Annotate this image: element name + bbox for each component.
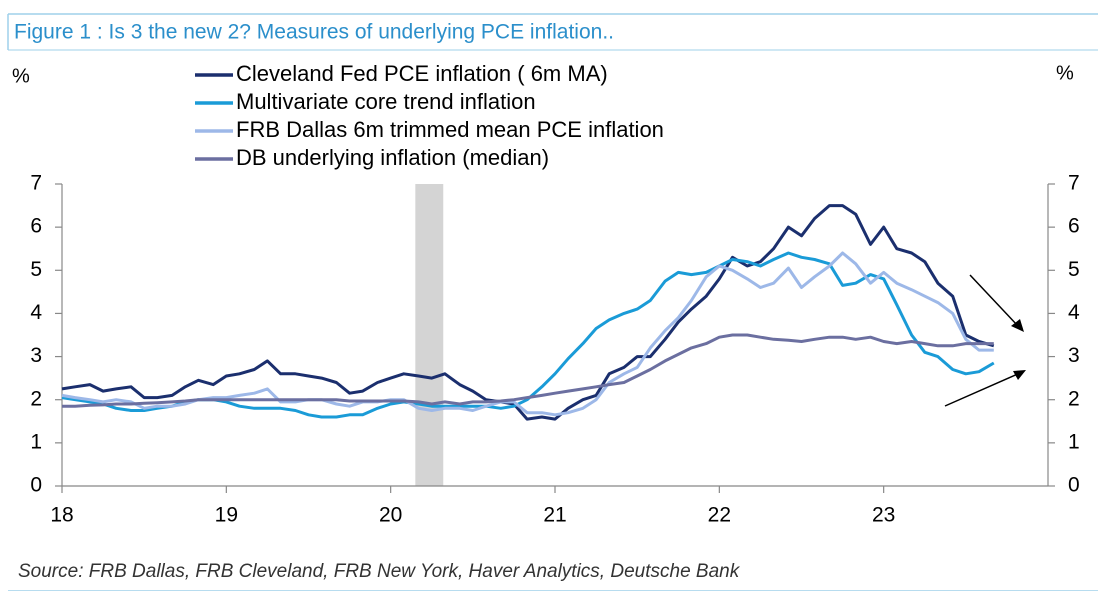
series-line xyxy=(61,204,995,421)
series-line xyxy=(62,333,994,408)
x-tick-label: 21 xyxy=(543,504,566,527)
x-tick-label: 19 xyxy=(215,504,238,527)
x-tick-label: 20 xyxy=(379,504,402,527)
y2-tick-label: 3 xyxy=(1068,344,1080,367)
y-tick-label: 5 xyxy=(30,258,42,281)
legend-label: FRB Dallas 6m trimmed mean PCE inflation xyxy=(236,117,664,142)
y2-axis-label: % xyxy=(1056,62,1074,84)
y2-tick-label: 6 xyxy=(1068,215,1080,238)
arrow-head xyxy=(1011,319,1024,332)
arrow-down xyxy=(969,274,1019,327)
y2-tick-label: 5 xyxy=(1068,258,1080,281)
recession-band xyxy=(415,184,444,486)
y-tick-label: 0 xyxy=(30,474,42,497)
x-tick-label: 18 xyxy=(50,504,73,527)
y2-tick-label: 4 xyxy=(1068,301,1080,324)
series-line xyxy=(61,251,994,417)
legend-label: Multivariate core trend inflation xyxy=(236,89,536,114)
y-axis-label: % xyxy=(12,65,30,87)
y-tick-label: 4 xyxy=(30,301,42,324)
y2-tick-label: 1 xyxy=(1068,430,1080,453)
x-tick-label: 23 xyxy=(872,504,895,527)
y-tick-label: 2 xyxy=(30,387,42,410)
source-note: Source: FRB Dallas, FRB Cleveland, FRB N… xyxy=(18,561,741,582)
y-tick-label: 7 xyxy=(30,172,42,195)
y2-tick-label: 0 xyxy=(1068,474,1080,497)
y-tick-label: 1 xyxy=(30,430,42,453)
legend-label: Cleveland Fed PCE inflation ( 6m MA) xyxy=(236,61,608,86)
plot-area: 0 01 12 23 34 45 56 67 718 19 20 21 22 23 xyxy=(30,172,1080,527)
y-tick-label: 3 xyxy=(30,344,42,367)
arrow-up xyxy=(944,372,1021,407)
chart-title: Figure 1 : Is 3 the new 2? Measures of u… xyxy=(14,21,614,44)
arrow-head xyxy=(1013,370,1026,380)
y2-tick-label: 2 xyxy=(1068,387,1080,410)
y2-tick-label: 7 xyxy=(1068,172,1080,195)
y-tick-label: 6 xyxy=(30,215,42,238)
x-tick-label: 22 xyxy=(708,504,731,527)
legend-label: DB underlying inflation (median) xyxy=(236,145,549,170)
